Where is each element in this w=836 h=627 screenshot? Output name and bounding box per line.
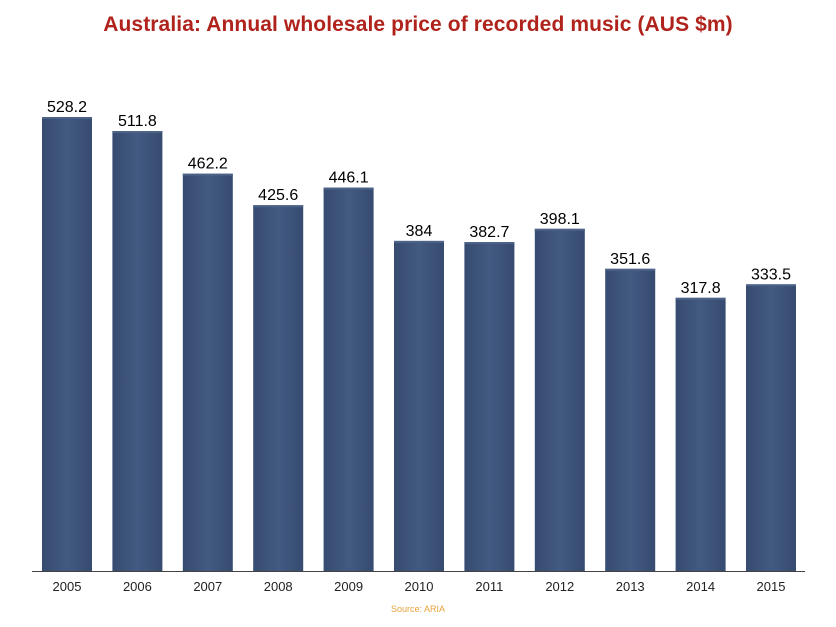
data-labels-group: 528.2 511.8 462.2 425.6 446.1 384 382.7 398.1 35… <box>47 99 791 297</box>
bar-2007 <box>182 173 233 571</box>
data-label-2012: 398.1 <box>540 211 580 228</box>
x-tick-label-2015: 2015 <box>757 579 786 594</box>
bar-2006 <box>112 131 163 571</box>
source-note: Source: ARIA <box>390 604 446 614</box>
bar-2011 <box>464 242 515 571</box>
x-tick-label-2010: 2010 <box>405 579 434 594</box>
data-label-2013: 351.6 <box>610 251 650 268</box>
bar-top-edge-2012 <box>534 228 585 231</box>
x-tick-label-2012: 2012 <box>545 579 574 594</box>
bar-2013 <box>605 268 656 571</box>
bar-top-edge-2008 <box>253 205 304 208</box>
data-label-2015: 333.5 <box>751 266 791 283</box>
bar-top-edge-2014 <box>675 297 726 300</box>
x-tick-label-2009: 2009 <box>334 579 363 594</box>
x-tick-label-2011: 2011 <box>475 579 503 594</box>
x-tick-label-2013: 2013 <box>616 579 645 594</box>
bar-2014 <box>675 297 726 571</box>
bar-2015 <box>746 284 796 571</box>
data-label-2014: 317.8 <box>681 280 721 297</box>
data-label-2005: 528.2 <box>47 99 87 116</box>
data-label-2007: 462.2 <box>188 156 228 173</box>
x-tick-label-2007: 2007 <box>193 579 222 594</box>
x-tick-label-2005: 2005 <box>53 579 82 594</box>
bars-group <box>42 117 796 572</box>
x-tick-labels-group: 2005 2006 2007 2008 2009 2010 2011 2012 2013 2014… <box>53 579 786 594</box>
bar-top-edge-2015 <box>746 284 796 287</box>
bar-top-edge-2005 <box>42 117 92 119</box>
x-tick-label-2006: 2006 <box>123 579 152 594</box>
bar-2009 <box>323 187 374 571</box>
data-label-2006: 511.8 <box>118 113 157 130</box>
bar-top-edge-2011 <box>464 242 515 245</box>
data-label-2011: 382.7 <box>469 224 509 241</box>
chart-title: Australia: Annual wholesale price of rec… <box>103 13 733 36</box>
bar-top-edge-2007 <box>182 173 233 176</box>
bar-2012 <box>534 228 585 572</box>
bar-top-edge-2006 <box>112 131 163 134</box>
bar-top-edge-2010 <box>394 240 444 243</box>
bar-top-edge-2009 <box>323 187 374 190</box>
bar-2008 <box>253 205 304 571</box>
data-label-2008: 425.6 <box>258 187 298 204</box>
x-tick-label-2014: 2014 <box>686 579 715 594</box>
bar-top-edge-2013 <box>605 268 656 271</box>
bar-2010 <box>394 240 444 571</box>
bar-2005 <box>42 117 92 571</box>
data-label-2009: 446.1 <box>329 170 369 187</box>
data-label-2010: 384 <box>406 223 433 240</box>
x-tick-label-2008: 2008 <box>264 579 293 594</box>
